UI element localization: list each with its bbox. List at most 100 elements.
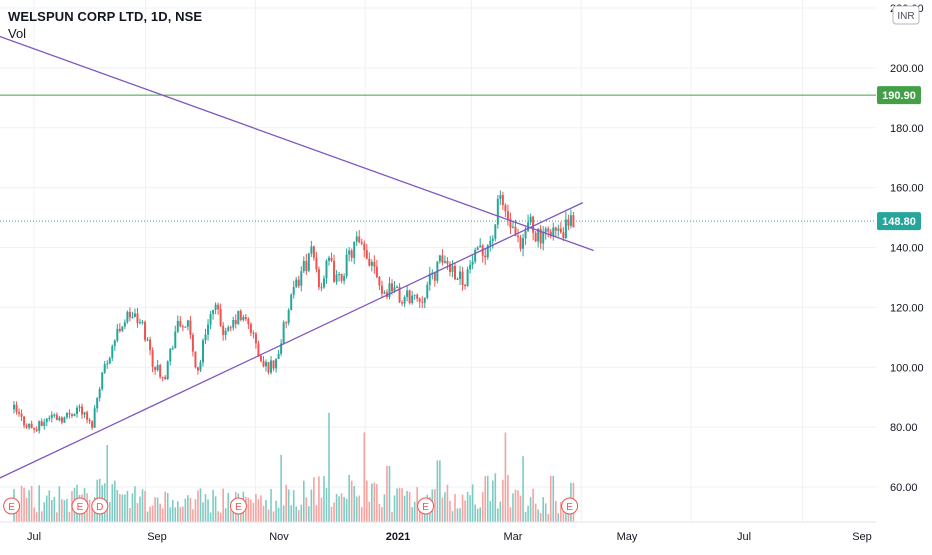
candle-body [184, 326, 187, 328]
candle-body [461, 271, 464, 286]
candle-body [544, 228, 547, 233]
candle-body [539, 228, 542, 244]
event-marker[interactable] [561, 497, 579, 515]
volume-bar [315, 505, 318, 522]
candle-body [189, 320, 192, 335]
event-marker[interactable] [229, 497, 247, 515]
event-marker[interactable] [71, 497, 89, 515]
candle-body [396, 286, 399, 288]
price-tick-label: 120.00 [890, 302, 924, 314]
candle-body [393, 287, 396, 292]
resistance-price-label: 190.90 [882, 90, 916, 102]
volume-bar [494, 473, 497, 522]
price-tick-label: 80.00 [890, 422, 918, 434]
volume-bar [287, 489, 290, 522]
candle-body [476, 247, 479, 250]
candle-body [229, 327, 232, 329]
candle-body [20, 413, 23, 417]
candle-body [471, 261, 474, 265]
candle-body [207, 324, 210, 335]
trendline[interactable] [0, 202, 584, 479]
volume-bar [522, 456, 524, 522]
candle-body [322, 278, 325, 288]
candle-body [554, 227, 557, 231]
volume-bar [164, 491, 166, 522]
volume-bar [514, 489, 517, 522]
volume-bar [555, 500, 557, 522]
volume-bar [333, 502, 335, 522]
volume-indicator-label[interactable]: Vol [8, 26, 27, 41]
volume-bar [257, 499, 260, 522]
price-axis[interactable]: 60.00 80.00 100.00 120.00 140.00 160.00 180.00… [877, 3, 924, 494]
candle-body [383, 292, 386, 294]
candle-body [549, 231, 552, 237]
candle-body [418, 298, 421, 302]
time-axis[interactable]: Jul Sep Nov 2021 Mar May Jul Sep [0, 521, 876, 543]
volume-bar [363, 432, 366, 522]
candle-body [81, 406, 84, 415]
candle-body [469, 264, 472, 270]
volume-bar [313, 477, 315, 522]
volume-bar [88, 499, 91, 522]
chart-legend: WELSPUN CORP LTD, 1D, NSE Vol [8, 8, 202, 42]
symbol-title[interactable]: WELSPUN CORP LTD, 1D, NSE [8, 9, 203, 24]
volume-bar [33, 507, 35, 522]
candle-body [237, 310, 240, 324]
candle-body [315, 257, 318, 270]
volume-bar [108, 501, 111, 522]
candle-body [118, 328, 121, 331]
candle-body [441, 255, 444, 263]
candle-body [277, 353, 280, 359]
candle-body [272, 360, 275, 369]
candle-body [456, 279, 459, 281]
volume-bar [436, 460, 439, 522]
volume-bar [265, 499, 267, 522]
currency-badge[interactable] [892, 5, 920, 25]
candle-body [552, 227, 555, 237]
volume-bar [371, 483, 373, 522]
volume-bar [497, 508, 499, 522]
candle-body [433, 272, 436, 281]
volume-bar [328, 412, 330, 522]
volume-bar [290, 505, 292, 522]
volume-bar [386, 466, 388, 522]
candle-body [244, 317, 247, 319]
volume-bar [464, 500, 466, 522]
volume-bar [214, 496, 217, 522]
candle-body [174, 331, 177, 349]
candle-body [247, 318, 250, 325]
volume-bar [207, 499, 209, 522]
volume-bar [295, 506, 298, 522]
candle-body [133, 313, 136, 317]
volume-bar [144, 490, 146, 522]
event-marker-label: E [8, 502, 15, 513]
volume-bar [376, 484, 378, 522]
event-marker[interactable] [91, 497, 109, 515]
event-marker[interactable] [417, 497, 435, 515]
volume-bar [154, 497, 156, 522]
candle-body [191, 334, 194, 352]
volume-bar [212, 489, 214, 522]
volume-bar [23, 487, 25, 522]
candle-body [123, 322, 126, 327]
volume-bar [451, 511, 454, 522]
volume-bar [403, 495, 406, 522]
volume-bar [552, 475, 555, 522]
trendline[interactable] [0, 35, 594, 252]
candle-body [265, 362, 267, 367]
candle-body [403, 297, 406, 304]
candle-body [494, 224, 497, 239]
candle-body [368, 258, 371, 266]
candle-body [451, 266, 454, 272]
event-marker[interactable] [3, 497, 21, 515]
candle-body [517, 235, 519, 238]
candle-body [18, 411, 21, 414]
volume-bar [343, 496, 345, 522]
candle-body [297, 279, 300, 286]
candle-body [93, 408, 96, 428]
candle-body [33, 428, 36, 430]
volume-bar [368, 501, 371, 522]
